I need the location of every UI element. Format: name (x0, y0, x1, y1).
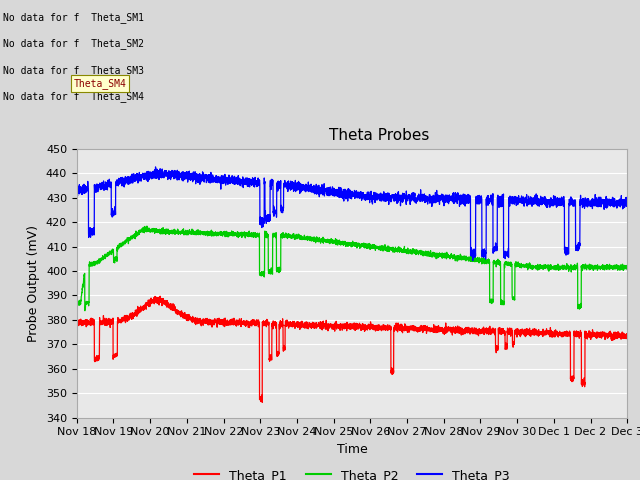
Title: Theta Probes: Theta Probes (330, 129, 429, 144)
Text: No data for f  Theta_SM2: No data for f Theta_SM2 (3, 38, 144, 49)
Theta_P1 (445, 325, 453, 331)
Theta_P2 (445, 254, 453, 260)
Theta_P3 (332, 187, 339, 193)
Text: No data for f  Theta_SM1: No data for f Theta_SM1 (3, 12, 144, 23)
Theta_P1 (73, 319, 81, 324)
Text: No data for f  Theta_SM4: No data for f Theta_SM4 (3, 91, 144, 102)
Legend: Theta_P1, Theta_P2, Theta_P3: Theta_P1, Theta_P2, Theta_P3 (189, 464, 515, 480)
Text: Theta_SM4: Theta_SM4 (74, 78, 127, 89)
Theta_P1 (476, 329, 483, 335)
Theta_P2 (73, 300, 81, 306)
Theta_P2 (476, 258, 483, 264)
Theta_P3 (152, 164, 159, 170)
Theta_P3 (507, 197, 515, 203)
Theta_P3 (623, 203, 631, 208)
Theta_P2 (623, 266, 630, 272)
Theta_P2 (143, 223, 151, 229)
Theta_P1 (332, 325, 339, 331)
Theta_P3 (172, 171, 180, 177)
Theta_P3 (476, 197, 483, 203)
Y-axis label: Probe Output (mV): Probe Output (mV) (28, 225, 40, 342)
Theta_P2 (623, 265, 631, 271)
Theta_P3 (623, 202, 630, 208)
Line: Theta_P3: Theta_P3 (77, 167, 627, 261)
X-axis label: Time: Time (337, 443, 367, 456)
Theta_P3 (469, 258, 477, 264)
Theta_P1 (507, 333, 515, 339)
Theta_P1 (623, 334, 631, 339)
Theta_P2 (332, 240, 339, 246)
Theta_P1 (259, 399, 266, 405)
Line: Theta_P2: Theta_P2 (77, 226, 627, 311)
Theta_P2 (172, 230, 180, 236)
Line: Theta_P1: Theta_P1 (77, 296, 627, 402)
Theta_P2 (507, 263, 515, 269)
Theta_P2 (81, 308, 89, 313)
Theta_P3 (445, 195, 452, 201)
Text: No data for f  Theta_SM3: No data for f Theta_SM3 (3, 65, 144, 76)
Theta_P1 (172, 308, 180, 314)
Theta_P1 (156, 293, 164, 299)
Theta_P3 (73, 183, 81, 189)
Theta_P1 (623, 331, 630, 337)
